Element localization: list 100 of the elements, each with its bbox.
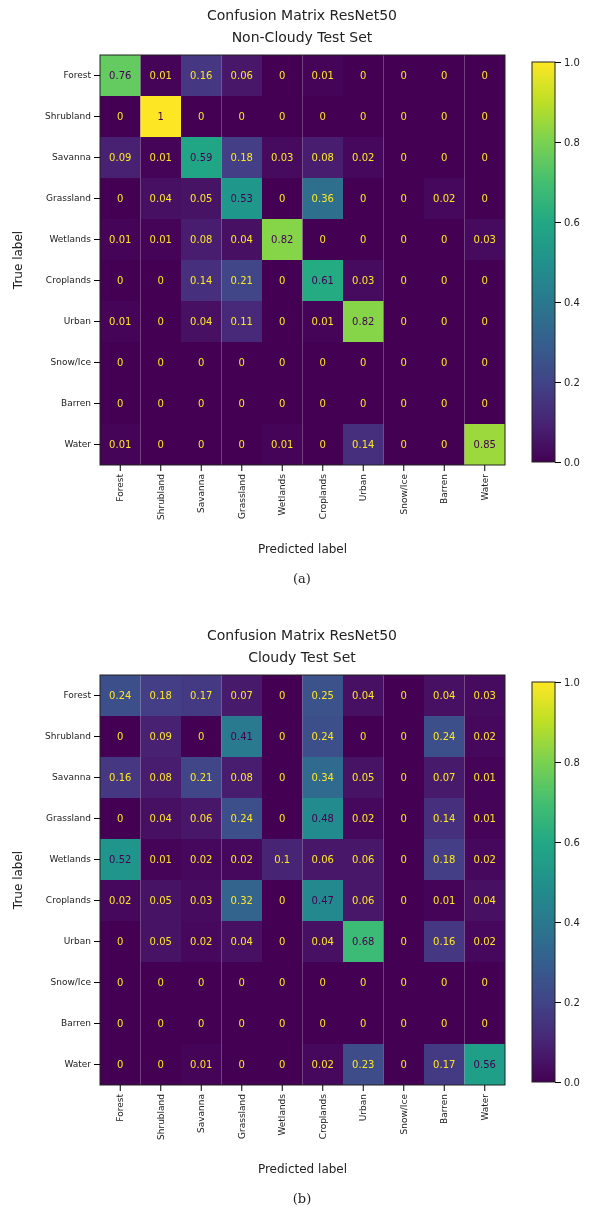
data-label: 0: [441, 275, 448, 286]
data-label: 0: [481, 316, 488, 327]
data-label: 0: [400, 357, 407, 368]
data-label: 0.08: [190, 234, 213, 245]
chart-title: Confusion Matrix ResNet50: [206, 627, 398, 643]
data-label: 0.18: [149, 690, 172, 701]
data-label: 0: [157, 275, 164, 286]
y-tick-label: Savanna: [52, 772, 91, 783]
data-label: 0.03: [190, 895, 213, 906]
x-tick-label: Savanna: [196, 1094, 207, 1133]
data-label: 0: [360, 731, 367, 742]
data-label: 0: [400, 936, 407, 947]
data-label: 0.41: [230, 731, 253, 742]
data-label: 0: [481, 193, 488, 204]
data-label: 0: [279, 772, 286, 783]
data-label: 0: [319, 439, 326, 450]
y-tick-label: Water: [64, 1059, 92, 1070]
data-label: 0.76: [109, 70, 132, 81]
x-tick-label: Urban: [358, 1094, 369, 1122]
data-label: 0.01: [109, 234, 132, 245]
data-label: 0.21: [190, 772, 213, 783]
data-label: 0: [238, 977, 245, 988]
x-tick-label: Water: [479, 1093, 490, 1121]
data-label: 0.08: [230, 772, 253, 783]
data-label: 0.08: [149, 772, 172, 783]
data-label: 0: [157, 398, 164, 409]
data-label: 0: [441, 439, 448, 450]
text: (b): [292, 1191, 312, 1206]
data-label: 0: [117, 1018, 124, 1029]
color-bar-label: 1.0: [564, 676, 580, 688]
data-label: 0.85: [473, 439, 496, 450]
data-label: 0.14: [352, 439, 375, 450]
y-tick-label: Shrubland: [45, 111, 91, 122]
data-label: 0.06: [190, 813, 213, 824]
data-label: 0.18: [230, 152, 253, 163]
data-label: 0: [157, 1059, 164, 1070]
data-label: 0: [441, 70, 448, 81]
data-label: 0: [117, 977, 124, 988]
data-label: 0.68: [352, 936, 375, 947]
y-tick-label: Snow/Ice: [50, 357, 92, 368]
data-label: 0: [117, 111, 124, 122]
x-tick-label: Forest: [115, 1093, 126, 1122]
x-tick-label: Barren: [439, 474, 450, 504]
data-label: 0: [360, 398, 367, 409]
data-label: 0: [238, 357, 245, 368]
x-tick-label: Wetlands: [277, 473, 288, 516]
x-axis-title: Predicted label: [257, 1162, 348, 1176]
data-label: 0.34: [311, 772, 334, 783]
data-label: 0: [117, 813, 124, 824]
data-label: 0: [400, 316, 407, 327]
y-tick-label: Croplands: [45, 275, 92, 286]
data-label: 0.06: [352, 895, 375, 906]
data-label: 0: [279, 70, 286, 81]
data-label: 0.23: [352, 1059, 375, 1070]
data-label: 0: [117, 357, 124, 368]
y-tick-label: Grassland: [46, 813, 91, 824]
data-label: 0.06: [311, 854, 334, 865]
y-tick-label: Barren: [61, 398, 91, 409]
data-label: 0: [279, 1018, 286, 1029]
data-label: 0.82: [271, 234, 294, 245]
data-label: 0.56: [473, 1059, 496, 1070]
data-label: 0.09: [109, 152, 132, 163]
data-label: 0.01: [109, 439, 132, 450]
data-label: 0.21: [230, 275, 253, 286]
x-tick-label: Croplands: [317, 1093, 328, 1140]
data-label: 0.07: [433, 772, 456, 783]
data-label: 0.04: [352, 690, 375, 701]
data-label: 0: [441, 398, 448, 409]
data-label: 0: [400, 690, 407, 701]
data-label: 0: [441, 111, 448, 122]
x-tick-label: Urban: [358, 474, 369, 502]
data-label: 0.16: [433, 936, 456, 947]
data-label: 0.09: [149, 731, 172, 742]
data-label: 0: [279, 1059, 286, 1070]
data-label: 0.02: [352, 152, 375, 163]
data-label: 0.14: [433, 813, 456, 824]
data-label: 0: [319, 111, 326, 122]
data-label: 0: [400, 977, 407, 988]
data-label: 0: [481, 357, 488, 368]
data-label: 0.47: [311, 895, 334, 906]
data-label: 0.61: [311, 275, 334, 286]
data-label: 0.01: [473, 772, 496, 783]
y-tick-label: Savanna: [52, 152, 91, 163]
data-label: 0: [360, 70, 367, 81]
color-bar-label: 0.2: [564, 996, 580, 1008]
data-label: 0.17: [433, 1059, 456, 1070]
chart-subtitle: Non-Cloudy Test Set: [231, 29, 373, 45]
data-label: 0: [400, 1018, 407, 1029]
data-label: 0.04: [473, 895, 496, 906]
data-label: 0.05: [149, 895, 172, 906]
data-label: 0: [400, 813, 407, 824]
data-label: 0.14: [190, 275, 213, 286]
data-label: 0.01: [311, 70, 334, 81]
data-label: 0.05: [190, 193, 213, 204]
data-label: 0: [198, 111, 205, 122]
y-tick-label: Croplands: [45, 895, 92, 906]
color-bar-label: 0.6: [564, 836, 580, 848]
data-label: 0: [157, 316, 164, 327]
color-bar-label: 0.0: [564, 456, 580, 468]
data-label: 0.06: [230, 70, 253, 81]
